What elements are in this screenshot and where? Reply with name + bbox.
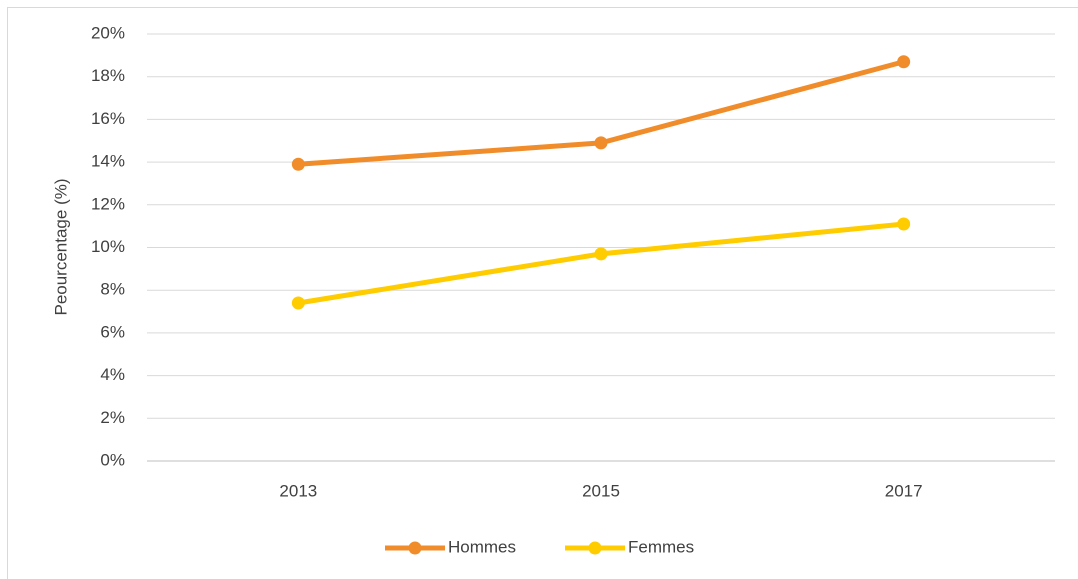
y-tick-label: 14%	[91, 152, 125, 171]
legend-marker	[408, 541, 422, 555]
y-tick-label: 6%	[100, 322, 125, 341]
y-tick-label: 10%	[91, 237, 125, 256]
y-tick-label: 20%	[91, 23, 125, 42]
y-tick-label: 4%	[100, 365, 125, 384]
data-point	[594, 247, 608, 261]
x-tick-label: 2017	[885, 481, 923, 500]
x-tick-label: 2015	[582, 481, 620, 500]
legend-marker	[588, 541, 602, 555]
y-tick-label: 0%	[100, 450, 125, 469]
data-point	[897, 55, 911, 69]
y-tick-label: 16%	[91, 109, 125, 128]
legend-label: Femmes	[628, 537, 694, 556]
data-point	[291, 296, 305, 310]
data-point	[594, 136, 608, 150]
data-point	[897, 217, 911, 231]
x-tick-label: 2013	[279, 481, 317, 500]
chart-border	[7, 7, 1078, 579]
legend-label: Hommes	[448, 537, 516, 556]
y-tick-label: 12%	[91, 194, 125, 213]
y-tick-label: 2%	[100, 408, 125, 427]
y-tick-label: 8%	[100, 280, 125, 299]
y-tick-label: 18%	[91, 66, 125, 85]
y-axis-label: Peourcentage (%)	[51, 178, 70, 315]
data-point	[291, 157, 305, 171]
